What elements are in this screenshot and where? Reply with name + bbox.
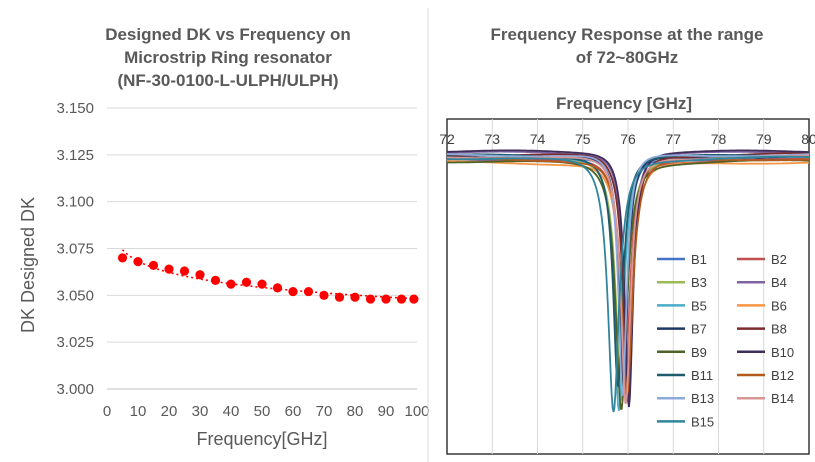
right-chart: Frequency Response at the range of 72~80… [439,25,815,455]
right-x-tick-label: 78 [711,131,727,147]
right-x-ticks: 72 73 74 75 76 77 78 79 80 [439,131,815,147]
right-x-tick-label: 80 [801,131,815,147]
right-series-line [446,149,809,408]
right-title-line-1: Frequency Response at the range [490,25,763,44]
left-data-point [365,294,376,304]
left-data-point [148,260,159,270]
legend-label: B5 [691,298,707,313]
left-x-tick-label: 20 [161,403,178,420]
legend-label: B10 [771,345,794,360]
left-data-point [319,290,329,300]
legend-label: B3 [691,275,707,290]
left-chart: Designed DK vs Frequency on Microstrip R… [18,25,430,449]
legend-label: B14 [771,391,794,406]
legend-label: B2 [771,252,787,267]
left-x-tick-label: 10 [130,403,147,420]
left-data-point [303,286,314,297]
left-data-point [226,279,236,289]
left-x-tick-label: 40 [223,403,240,420]
left-data-point [179,266,190,276]
left-x-tick-label: 70 [316,403,333,420]
left-data-points [117,253,419,304]
left-x-tick-label: 50 [254,403,271,420]
left-y-tick-label: 3.050 [56,287,94,304]
left-data-point [164,264,174,274]
left-trendline-path [121,249,414,300]
left-x-axis-title: Frequency[GHz] [196,429,327,449]
left-x-ticks: 0 10 20 30 40 50 60 70 80 90 100 [103,403,430,420]
left-y-tick-label: 3.075 [56,241,94,258]
left-x-tick-label: 80 [347,403,364,420]
legend-label: B11 [691,368,713,383]
left-y-tick-label: 3.150 [56,100,94,117]
left-data-point [350,292,360,302]
left-data-point [133,257,143,267]
right-x-tick-label: 77 [665,131,681,147]
left-data-point [381,294,391,304]
right-x-tick-label: 76 [620,131,636,147]
right-title-line-2: of 72~80GHz [576,48,679,67]
right-x-tick-label: 74 [530,131,546,147]
left-data-point [210,275,221,285]
right-series-line [446,153,809,396]
left-data-point [272,283,283,293]
left-data-point [195,270,205,280]
left-x-tick-label: 0 [103,403,111,420]
legend-label: B8 [771,322,787,337]
right-x-axis-title: Frequency [GHz] [556,94,692,113]
left-data-point [241,277,252,287]
right-x-tick-label: 75 [575,131,591,147]
legend-label: B1 [691,252,707,267]
left-trendline [121,249,414,300]
left-x-tick-label: 100 [404,403,429,420]
left-x-tick-label: 30 [192,403,209,420]
left-data-point [396,294,407,304]
left-data-point [117,253,128,263]
left-y-ticks: 3.000 3.025 3.050 3.075 3.100 3.125 3.150 [56,100,94,398]
left-title-line-2: Microstrip Ring resonator [124,48,332,67]
right-x-tick-label: 79 [756,131,772,147]
left-gridlines [107,107,417,390]
right-series-line [447,155,809,413]
legend-label: B15 [691,414,714,429]
left-y-tick-label: 3.125 [56,147,94,164]
left-title-line-3: (NF-30-0100-L-ULPH/ULPH) [117,71,338,90]
left-data-point [334,292,345,302]
left-x-tick-label: 60 [285,403,302,420]
legend-label: B13 [691,391,714,406]
left-x-tick-label: 90 [378,403,395,420]
left-y-tick-label: 3.025 [56,334,94,351]
left-y-tick-label: 3.000 [56,381,94,398]
left-data-point [288,286,298,297]
legend-label: B12 [771,368,794,383]
right-series-lines [446,149,810,413]
right-x-tick-label: 73 [484,131,500,147]
left-data-point [257,279,267,289]
left-data-point [409,294,419,304]
left-y-tick-label: 3.100 [56,194,94,211]
right-legend: B1 B2 B3 B4 B5 B6 B7 B8 B9 B10 B11 B12 B13 B14 B15 [657,252,794,429]
legend-label: B7 [691,322,707,337]
right-x-tick-label: 72 [439,131,455,147]
legend-label: B4 [771,275,787,290]
legend-label: B9 [691,345,707,360]
left-y-axis-title: DK Designed DK [18,197,38,333]
left-title-line-1: Designed DK vs Frequency on [105,25,351,44]
legend-label: B6 [771,298,787,313]
